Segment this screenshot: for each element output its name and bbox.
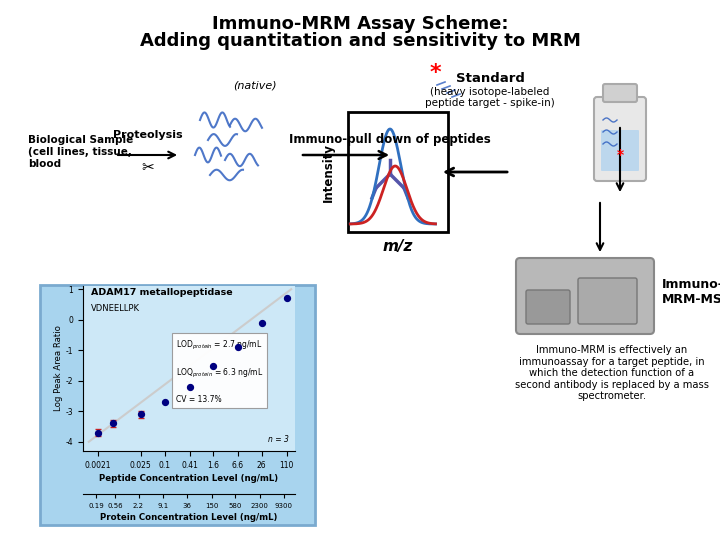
Text: Immuno-MRM is effectively an
immunoassay for a target peptide, in
which the dete: Immuno-MRM is effectively an immunoassay…	[515, 345, 709, 401]
Text: Proteolysis: Proteolysis	[113, 130, 183, 140]
Text: Intensity: Intensity	[322, 143, 335, 201]
Text: ✂: ✂	[142, 160, 154, 176]
Text: *: *	[616, 148, 624, 162]
Text: VDNEELLPK: VDNEELLPK	[91, 305, 140, 313]
Point	[207, 361, 219, 370]
Point	[232, 343, 243, 352]
Point	[159, 398, 171, 407]
Point	[135, 410, 147, 418]
FancyBboxPatch shape	[516, 258, 654, 334]
Text: m/z: m/z	[383, 239, 413, 253]
Text: (native): (native)	[233, 81, 276, 91]
X-axis label: Protein Concentration Level (ng/mL): Protein Concentration Level (ng/mL)	[100, 514, 278, 522]
Point	[184, 382, 195, 391]
Text: *: *	[429, 63, 441, 83]
Text: n = 3: n = 3	[268, 435, 289, 444]
Text: ADAM17 metallopeptidase: ADAM17 metallopeptidase	[91, 288, 233, 297]
Text: Standard: Standard	[456, 71, 524, 84]
Point	[92, 428, 104, 437]
Text: Immuno-
MRM-MS: Immuno- MRM-MS	[662, 278, 720, 306]
FancyBboxPatch shape	[601, 130, 639, 171]
Point	[256, 319, 268, 327]
FancyBboxPatch shape	[348, 112, 448, 232]
Text: Adding quantitation and sensitivity to MRM: Adding quantitation and sensitivity to M…	[140, 32, 580, 50]
Point	[281, 294, 292, 303]
Text: Biological Sample
(cell lines, tissue,
blood: Biological Sample (cell lines, tissue, b…	[28, 136, 133, 168]
FancyBboxPatch shape	[526, 290, 570, 324]
FancyBboxPatch shape	[578, 278, 637, 324]
FancyBboxPatch shape	[594, 97, 646, 181]
Text: Immuno-MRM Assay Scheme:: Immuno-MRM Assay Scheme:	[212, 15, 508, 33]
FancyBboxPatch shape	[603, 84, 637, 102]
Text: (heavy isotope-labeled: (heavy isotope-labeled	[431, 87, 549, 97]
Text: Immuno-pull down of peptides: Immuno-pull down of peptides	[289, 133, 491, 146]
Text: peptide target - spike-in): peptide target - spike-in)	[425, 98, 555, 108]
X-axis label: Peptide Concentration Level (ng/mL): Peptide Concentration Level (ng/mL)	[99, 474, 279, 483]
Text: LOD$_{protein}$ = 2.7 ng/mL

LOQ$_{protein}$ = 6.3 ng/mL

CV = 13.7%: LOD$_{protein}$ = 2.7 ng/mL LOQ$_{protei…	[176, 339, 264, 404]
Y-axis label: Log Peak Area Ratio: Log Peak Area Ratio	[54, 326, 63, 411]
Point	[107, 419, 119, 428]
FancyBboxPatch shape	[40, 285, 315, 525]
